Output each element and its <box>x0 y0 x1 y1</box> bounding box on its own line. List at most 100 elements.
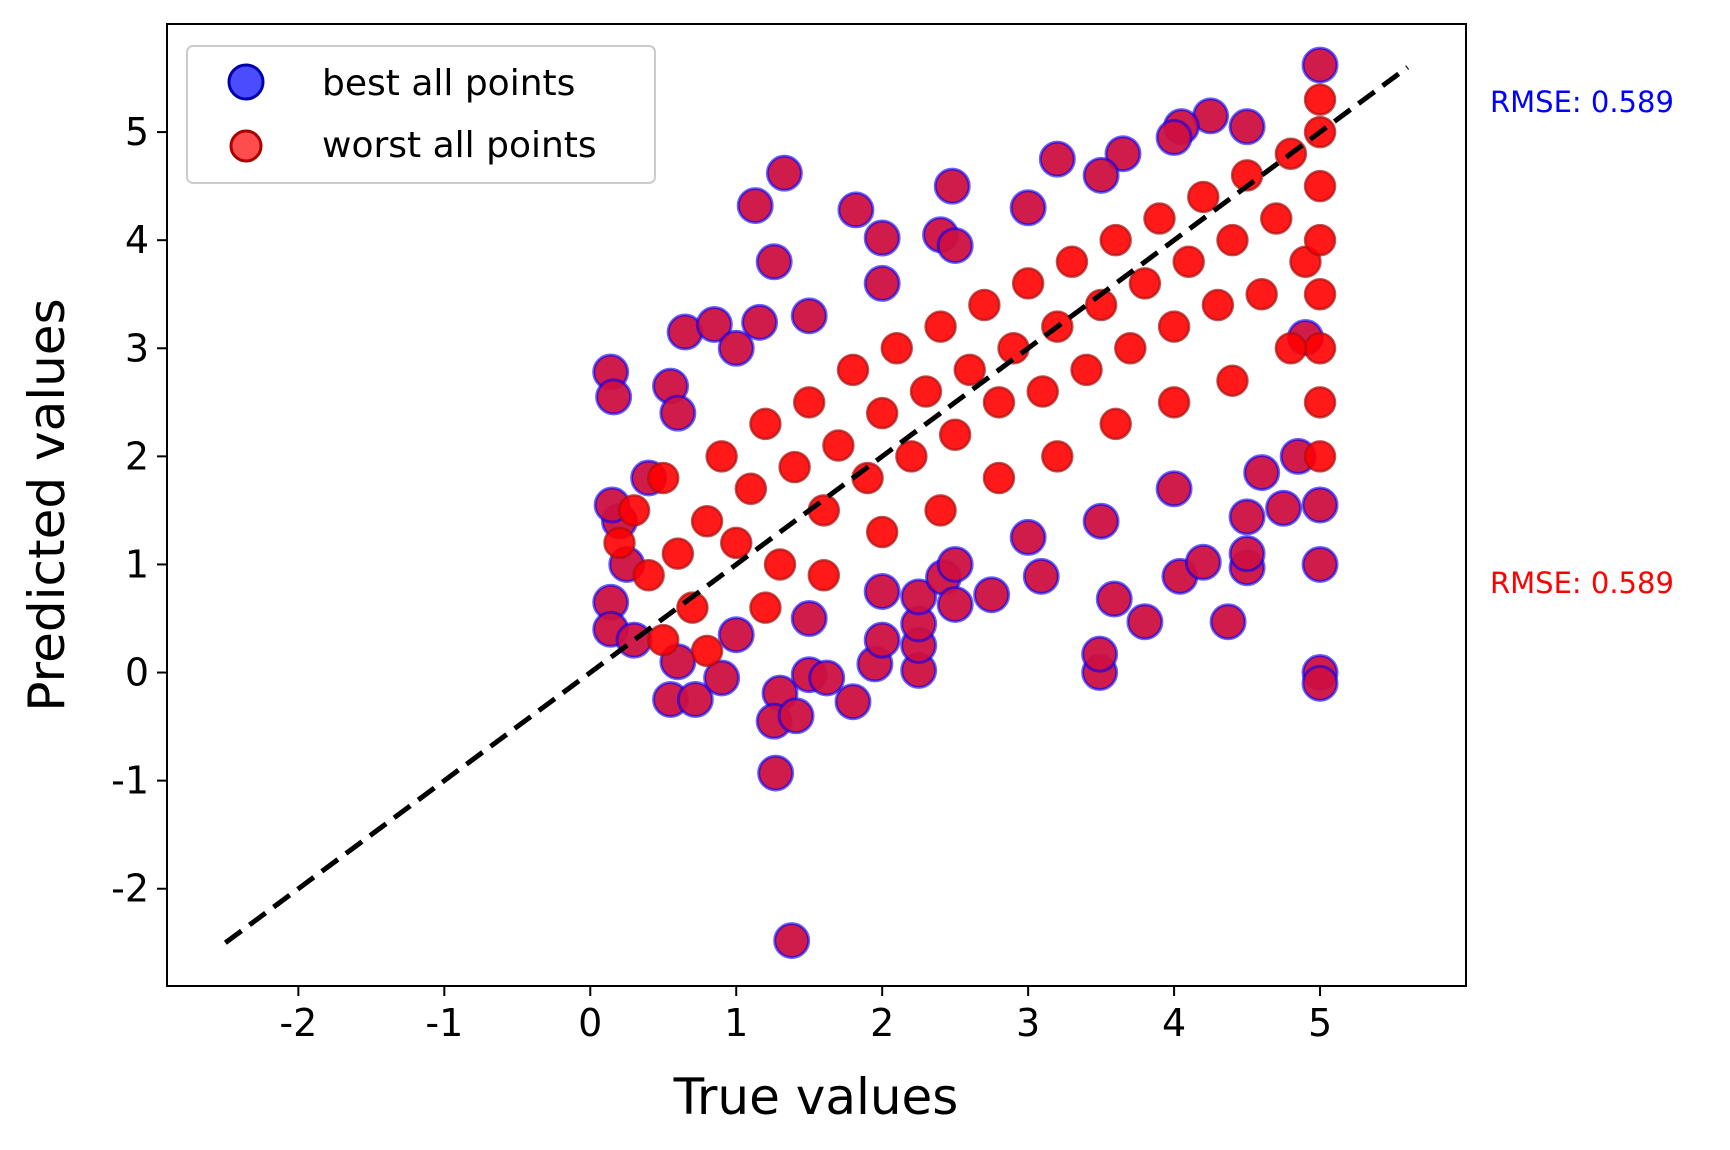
worst-point <box>749 591 782 624</box>
worst-point <box>632 559 665 592</box>
best-point <box>773 922 811 960</box>
best-point <box>659 394 697 432</box>
best-point <box>863 572 901 610</box>
best-point <box>1009 518 1047 556</box>
y-tick-label: 4 <box>125 218 149 262</box>
best-point <box>1228 535 1266 573</box>
worst-point <box>1099 407 1132 441</box>
plot-frame <box>166 23 1467 987</box>
best-point <box>1243 454 1281 492</box>
worst-point <box>705 440 738 473</box>
best-point <box>676 681 714 719</box>
worst-point <box>1026 375 1059 408</box>
worst-point <box>880 332 914 365</box>
best-point <box>1126 603 1164 641</box>
worst-point <box>1216 223 1249 257</box>
worst-point <box>763 548 797 581</box>
worst-point <box>982 461 1016 495</box>
worst-point <box>734 472 768 506</box>
best-point <box>1082 502 1120 540</box>
worst-point <box>690 634 724 668</box>
y-tick-label: -1 <box>111 759 149 803</box>
x-tick-label: -1 <box>425 1001 463 1045</box>
worst-point <box>1260 202 1293 235</box>
best-point <box>808 659 846 697</box>
y-axis-label: Predicted values <box>18 298 76 711</box>
best-point <box>1209 603 1247 641</box>
best-point <box>755 243 793 281</box>
worst-point <box>1303 83 1337 116</box>
worst-point <box>1187 180 1220 214</box>
worst-point <box>778 450 811 484</box>
best-point <box>695 305 733 343</box>
best-point <box>595 378 633 416</box>
best-point <box>757 754 795 792</box>
worst-point <box>807 559 841 592</box>
best-point <box>1095 580 1133 618</box>
best-point <box>765 154 803 192</box>
worst-point <box>938 418 972 451</box>
worst-point <box>953 353 987 387</box>
best-point <box>1081 635 1119 673</box>
worst-point <box>617 494 651 527</box>
worst-point <box>690 504 724 538</box>
legend-label-worst: worst all points <box>322 125 597 166</box>
points-layer <box>592 46 1339 960</box>
x-tick-label: -2 <box>279 1001 317 1045</box>
best-point <box>1104 135 1142 173</box>
best-point <box>933 167 971 205</box>
worst-point <box>822 429 855 462</box>
worst-point <box>1172 245 1205 279</box>
best-point <box>1038 140 1076 178</box>
worst-point <box>1041 440 1074 473</box>
worst-point <box>1303 169 1337 203</box>
worst-point <box>603 526 636 560</box>
worst-point <box>719 526 753 560</box>
best-point <box>717 329 755 367</box>
y-axis: -2 -1 0 1 2 3 4 5 <box>111 110 167 911</box>
best-point <box>900 578 938 616</box>
best-point <box>703 659 741 697</box>
y-tick-label: 1 <box>125 542 149 586</box>
best-point <box>1301 664 1339 702</box>
worst-point <box>1303 223 1337 257</box>
y-tick-label: 5 <box>125 110 149 154</box>
y-tick-label: -2 <box>111 867 149 911</box>
best-point <box>863 621 901 659</box>
worst-point <box>1303 277 1337 311</box>
worst-point <box>968 288 1001 322</box>
best-point <box>1301 486 1339 524</box>
best-point <box>1301 545 1339 583</box>
worst-point <box>924 494 957 527</box>
best-point <box>1184 543 1222 581</box>
worst-point <box>646 623 680 657</box>
best-point <box>717 616 755 654</box>
worst-point <box>792 386 826 419</box>
worst-point <box>646 461 680 495</box>
worst-point <box>1055 245 1089 279</box>
worst-point <box>1245 277 1278 311</box>
legend-box <box>186 45 656 184</box>
best-point <box>1155 118 1193 156</box>
rmse-annotation-worst: RMSE: 0.589 <box>1490 566 1674 600</box>
best-point <box>1228 108 1266 146</box>
best-point <box>1082 156 1120 194</box>
legend-label-best: best all points <box>322 63 575 104</box>
legend-marker-worst <box>229 129 263 163</box>
best-point <box>936 585 974 623</box>
best-point <box>741 303 779 341</box>
x-tick-label: 0 <box>578 1001 602 1045</box>
x-tick-label: 4 <box>1162 1001 1186 1045</box>
best-point <box>834 683 872 721</box>
legend: best all points worst all points <box>186 45 656 184</box>
x-axis: -2 -1 0 1 2 3 4 5 <box>279 986 1332 1045</box>
worst-point <box>1157 310 1191 343</box>
best-point <box>1228 498 1266 536</box>
identity-reference-line <box>223 65 1410 945</box>
best-point <box>790 599 828 637</box>
rmse-annotation-best: RMSE: 0.589 <box>1490 85 1674 119</box>
worst-point <box>1011 267 1045 300</box>
worst-point <box>836 353 870 387</box>
best-point <box>973 576 1011 614</box>
